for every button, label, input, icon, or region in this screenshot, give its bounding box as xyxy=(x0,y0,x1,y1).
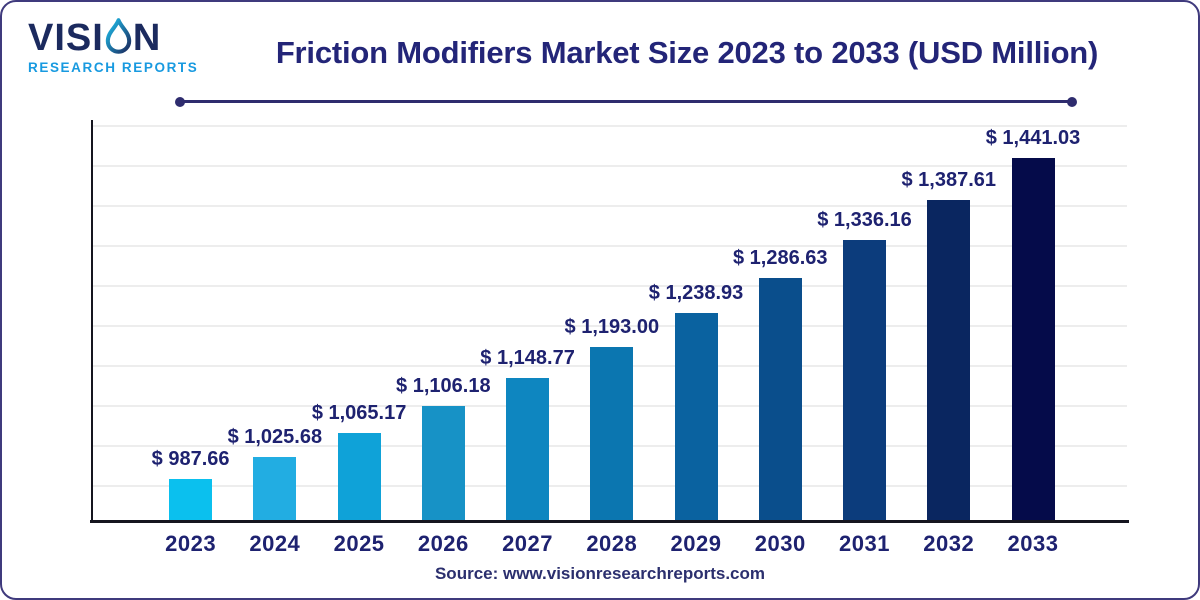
logo-brand-part2: N xyxy=(132,16,162,59)
value-label-2028: $ 1,193.00 xyxy=(564,316,660,338)
bar-2027 xyxy=(506,378,550,520)
bar-2029 xyxy=(674,313,718,520)
rule-right-dot xyxy=(1067,96,1077,107)
chart-title: Friction Modifiers Market Size 2023 to 2… xyxy=(275,35,1099,70)
source-text: Source: www.visionresearchreports.com xyxy=(434,564,766,583)
logo-subtitle: RESEARCH REPORTS xyxy=(28,60,199,75)
x-tick-label-2024: 2024 xyxy=(249,531,301,556)
x-tick-label-2032: 2032 xyxy=(923,531,975,556)
value-label-2032: $ 1,387.61 xyxy=(901,169,997,191)
logo-brand-part1: VISI xyxy=(28,16,104,59)
bar-2031 xyxy=(843,240,887,520)
bar-2024 xyxy=(253,457,297,520)
x-tick-label-2033: 2033 xyxy=(1007,531,1059,556)
water-drop-icon xyxy=(105,18,132,54)
bar-2028 xyxy=(590,347,634,520)
bar-2033 xyxy=(1011,158,1055,520)
value-label-2025: $ 1,065.17 xyxy=(311,402,407,424)
x-axis-line xyxy=(90,520,1129,523)
gridline xyxy=(92,165,1127,167)
logo-brand-text: VISI N xyxy=(28,18,198,57)
title-underline-rule xyxy=(175,96,1077,107)
bar-2026 xyxy=(421,406,465,520)
x-tick-label-2029: 2029 xyxy=(670,531,722,556)
vision-research-reports-logo: VISI N RESEARCH REPORTS xyxy=(28,18,198,75)
value-label-2026: $ 1,106.18 xyxy=(396,375,491,397)
x-tick-label-2023: 2023 xyxy=(165,531,217,556)
value-label-2023: $ 987.66 xyxy=(151,448,230,470)
bar-2023 xyxy=(169,479,213,520)
gridline xyxy=(92,325,1127,327)
gridline xyxy=(92,285,1127,287)
bar-2030 xyxy=(758,278,802,520)
bar-2032 xyxy=(927,200,971,520)
value-label-2027: $ 1,148.77 xyxy=(480,347,575,369)
x-tick-label-2026: 2026 xyxy=(417,531,469,556)
gridline xyxy=(92,205,1127,207)
bar-2025 xyxy=(337,433,381,520)
y-axis-line xyxy=(91,120,93,522)
x-tick-label-2030: 2030 xyxy=(754,531,806,556)
value-label-2033: $ 1,441.03 xyxy=(985,127,1081,149)
x-tick-label-2025: 2025 xyxy=(333,531,385,556)
value-label-2030: $ 1,286.63 xyxy=(733,247,828,269)
gridline xyxy=(92,245,1127,247)
x-tick-label-2031: 2031 xyxy=(839,531,890,556)
x-tick-label-2027: 2027 xyxy=(502,531,554,556)
value-label-2024: $ 1,025.68 xyxy=(227,426,323,448)
x-tick-label-2028: 2028 xyxy=(586,531,638,556)
rule-left-dot xyxy=(175,96,185,107)
gridline xyxy=(92,125,1127,127)
value-label-2031: $ 1,336.16 xyxy=(817,209,912,231)
value-label-2029: $ 1,238.93 xyxy=(648,282,744,304)
